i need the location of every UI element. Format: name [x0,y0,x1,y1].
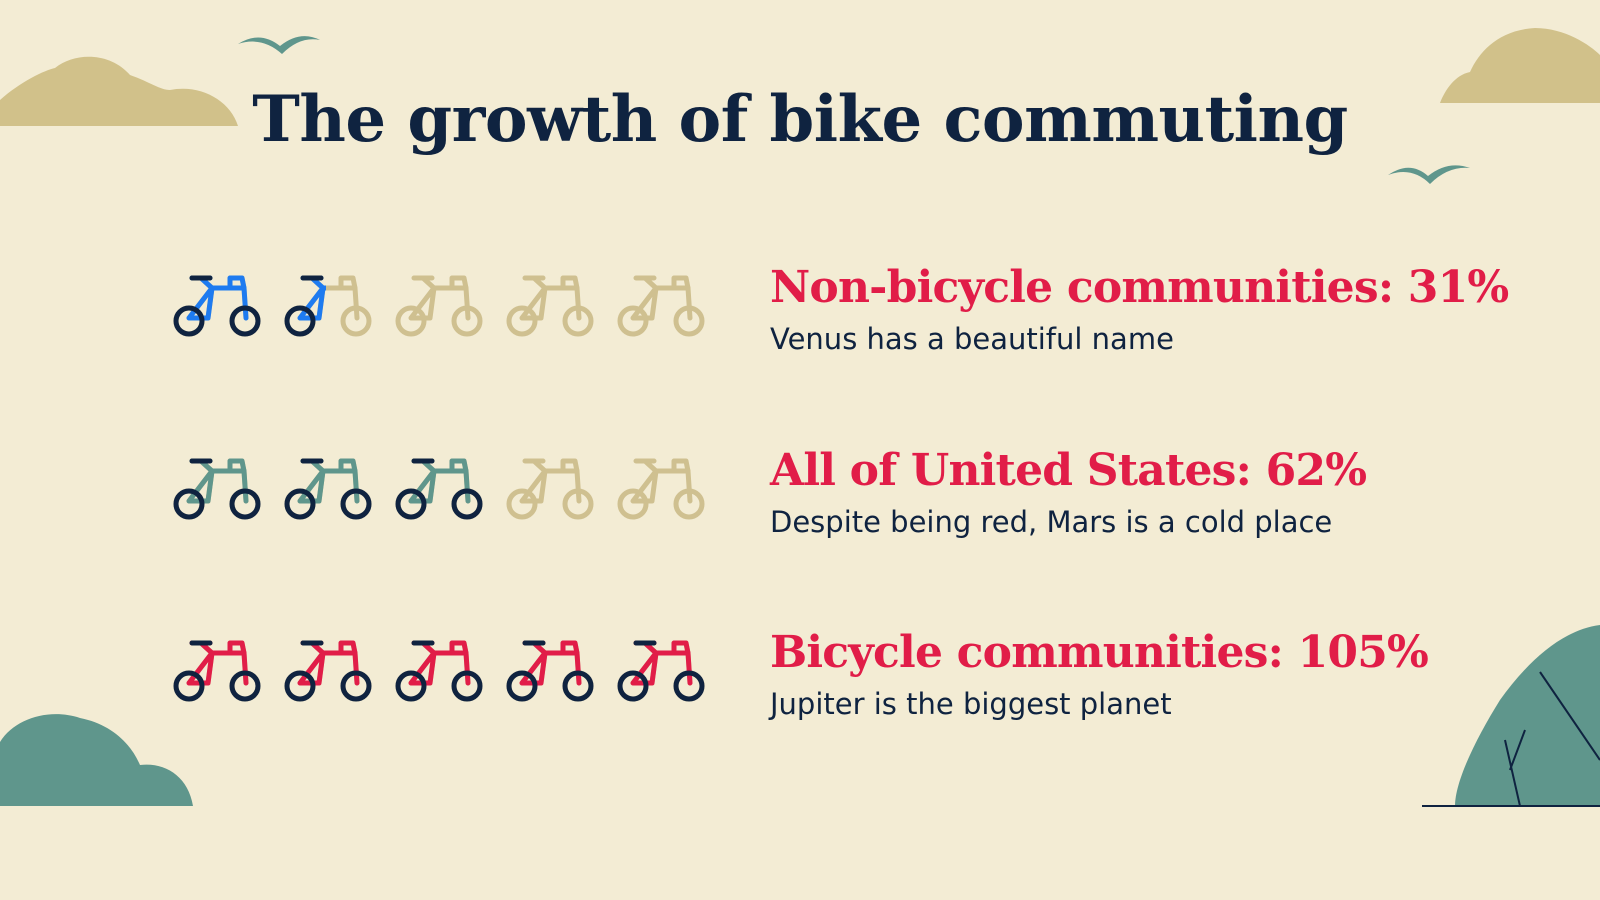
cloud-icon [1440,28,1600,103]
bicycle-icon [173,275,261,337]
bicycle-icon [395,640,483,702]
stat-description: Despite being red, Mars is a cold place [770,505,1333,539]
bicycle-icon [617,640,705,702]
bicycle-icon [395,458,483,520]
bicycle-icon [284,458,372,520]
bush-icon [0,714,193,806]
bicycle-icon [284,640,372,702]
bicycle-icon [173,458,261,520]
bike-icon-row [168,447,728,537]
stat-label: Bicycle communities: 105% [770,627,1429,678]
cloud-icon [0,56,238,126]
bicycle-icon [284,275,372,337]
bike-icon-row [168,264,728,354]
bicycle-icon [506,275,594,337]
bird-icon [1388,165,1470,184]
bird-icon [238,36,320,54]
stat-description: Jupiter is the biggest planet [770,687,1172,721]
bicycle-icon [506,640,594,702]
bike-icon-row [168,629,728,719]
page-title: The growth of bike commuting [252,82,1348,157]
stat-description: Venus has a beautiful name [770,322,1174,356]
tree-icon [1455,625,1600,806]
bicycle-icon [506,458,594,520]
bicycle-icon [617,458,705,520]
bicycle-icon [617,275,705,337]
stat-label: Non-bicycle communities: 31% [770,262,1509,313]
bicycle-icon [173,640,261,702]
tree-branch-icon [1504,671,1600,807]
bicycle-icon [395,275,483,337]
stat-label: All of United States: 62% [770,445,1367,496]
